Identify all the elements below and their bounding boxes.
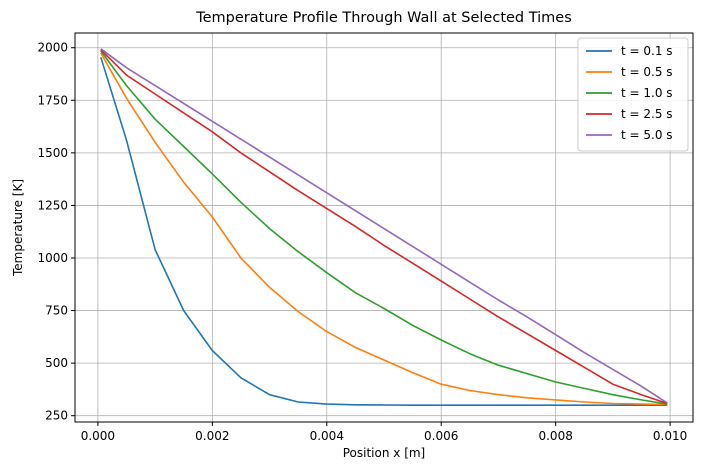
x-tick-label: 0.004 bbox=[310, 429, 344, 443]
y-tick-label: 2000 bbox=[37, 41, 68, 55]
x-tick-label: 0.002 bbox=[195, 429, 229, 443]
x-tick-label: 0.000 bbox=[81, 429, 115, 443]
series-lines bbox=[100, 48, 668, 407]
legend-label-2: t = 0.5 s bbox=[621, 65, 673, 79]
series-line-5 bbox=[100, 48, 668, 404]
series-line-3 bbox=[100, 50, 668, 405]
legend-label-1: t = 0.1 s bbox=[621, 44, 673, 58]
legend-box bbox=[577, 37, 689, 152]
series-line-1 bbox=[100, 56, 668, 407]
y-tick-label: 250 bbox=[45, 409, 68, 423]
legend-label-4: t = 2.5 s bbox=[621, 107, 673, 121]
y-tick-label: 1000 bbox=[37, 251, 68, 265]
grid bbox=[75, 33, 693, 422]
legend: t = 0.1 s t = 0.5 s t = 1.0 s t = 2.5 s t = … bbox=[577, 37, 689, 152]
x-tick-label: 0.008 bbox=[538, 429, 572, 443]
axis-ticks: 0.000 0.002 0.004 0.006 0.008 0.010 250 500 750 1… bbox=[37, 41, 687, 443]
y-tick-label: 1500 bbox=[37, 146, 68, 160]
legend-label-3: t = 1.0 s bbox=[621, 86, 673, 100]
y-tick-label: 1250 bbox=[37, 198, 68, 212]
y-tick-label: 750 bbox=[45, 304, 68, 318]
series-line-2 bbox=[100, 52, 668, 406]
series-line-4 bbox=[100, 49, 668, 405]
x-tick-label: 0.010 bbox=[653, 429, 687, 443]
legend-label-5: t = 5.0 s bbox=[621, 128, 673, 142]
y-tick-label: 500 bbox=[45, 356, 68, 370]
plot-frame bbox=[74, 32, 694, 423]
x-axis-label: Position x [m] bbox=[343, 446, 426, 460]
y-axis-label: Temperature [K] bbox=[11, 179, 25, 277]
y-tick-label: 1750 bbox=[37, 93, 68, 107]
chart-title: Temperature Profile Through Wall at Sele… bbox=[195, 10, 572, 26]
x-tick-label: 0.006 bbox=[424, 429, 458, 443]
